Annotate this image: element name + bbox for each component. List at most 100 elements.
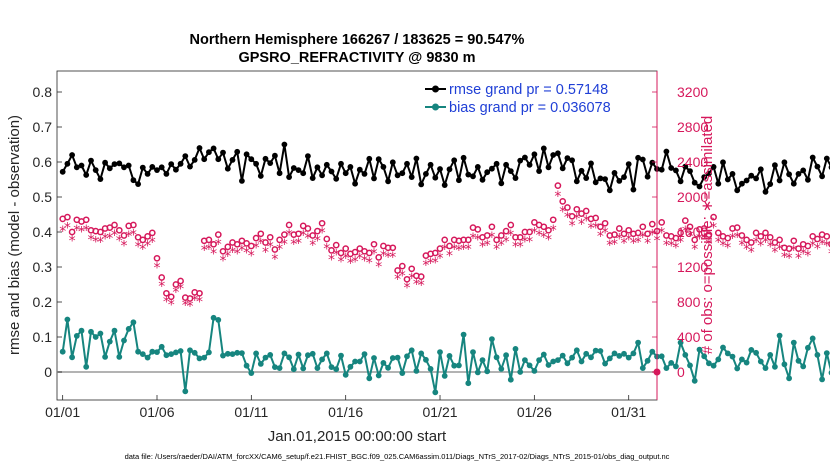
rmse-point (229, 157, 236, 163)
assimilated-obs-point: * (691, 242, 698, 258)
assimilated-obs-point: * (809, 239, 816, 255)
bias-point (305, 352, 311, 359)
rmse-point (720, 159, 726, 166)
bias-point (69, 354, 75, 361)
rmse-point (531, 151, 538, 158)
rmse-point (224, 165, 231, 172)
assimilated-obs-point: * (248, 248, 255, 264)
bias-point (677, 339, 684, 346)
assimilated-obs-point: * (205, 242, 212, 258)
assimilated-obs-point: * (753, 235, 760, 251)
bias-point (356, 358, 363, 365)
assimilated-obs-point: * (550, 223, 557, 239)
assimilated-obs-point: * (498, 238, 505, 254)
bias-point (319, 356, 325, 363)
bias-point (272, 364, 278, 370)
assimilated-obs-point: * (78, 225, 85, 241)
rmse-point (333, 175, 340, 182)
assimilated-obs-point: * (135, 240, 142, 256)
bias-point (573, 347, 580, 354)
assimilated-obs-point: * (102, 232, 109, 248)
bias-point (602, 360, 608, 367)
x-axis-label: Jan.01,2015 00:00:00 start (268, 428, 447, 445)
assimilated-obs-point: * (441, 242, 448, 258)
rmse-point (366, 155, 373, 162)
rmse-point (545, 164, 552, 171)
x-tick-label: 01/11 (234, 404, 268, 420)
y-right-tick-label: 2400 (677, 154, 708, 170)
rmse-point (757, 166, 764, 173)
assimilated-obs-point: * (418, 278, 425, 294)
assimilated-obs-point: * (125, 229, 132, 245)
bias-point (309, 350, 316, 357)
assimilated-obs-point: * (786, 251, 793, 267)
bias-point (323, 350, 330, 357)
rmse-point (691, 179, 698, 186)
y-left-tick-label: 0.4 (33, 224, 53, 240)
assimilated-obs-point: * (404, 281, 411, 297)
bias-point (498, 366, 505, 372)
assimilated-obs-point: * (649, 227, 656, 243)
assimilated-obs-point: * (69, 233, 76, 249)
bias-point (149, 348, 156, 355)
possible-obs-point (592, 214, 600, 222)
bias-point (484, 368, 491, 375)
assimilated-obs-point: * (187, 299, 194, 315)
possible-obs-point (365, 249, 373, 257)
assimilated-obs-point: * (621, 236, 628, 252)
bias-point (734, 365, 741, 372)
rmse-point (111, 161, 118, 168)
assimilated-obs-point: * (139, 242, 146, 258)
rmse-point (522, 154, 528, 161)
assimilated-obs-point: * (701, 231, 708, 247)
y-axis-right-label: # of obs: o=possible; ∗=assimilated (699, 116, 716, 355)
bias-point (673, 363, 679, 370)
possible-obs-point (700, 225, 708, 232)
possible-obs-point (120, 232, 128, 239)
assimilated-obs-point: * (394, 272, 401, 288)
assimilated-obs-point: * (64, 220, 71, 236)
y-left-tick-label: 0.6 (33, 154, 53, 170)
assimilated-obs-point: * (446, 248, 453, 264)
assimilated-obs-point: * (677, 235, 684, 251)
rmse-point (154, 167, 160, 174)
assimilated-obs-point: * (823, 239, 830, 255)
assimilated-obs-point: * (715, 235, 722, 251)
assimilated-obs-point: * (734, 230, 741, 246)
assimilated-obs-point: * (399, 268, 406, 284)
assimilated-obs-point: * (196, 295, 203, 311)
assimilated-obs-point: * (611, 237, 618, 253)
bias-point (106, 338, 113, 345)
assimilated-obs-point: * (309, 238, 316, 254)
rmse-point (706, 170, 712, 177)
possible-obs-point (559, 198, 567, 205)
assimilated-obs-point: * (347, 256, 354, 272)
possible-obs-point (733, 224, 741, 231)
rmse-point (305, 153, 311, 160)
bias-point (83, 363, 90, 370)
bias-point (347, 363, 354, 370)
rmse-point (276, 170, 283, 177)
legend: rmse grand pr = 0.57148 bias grand pr = … (425, 82, 611, 116)
assimilated-obs-point: * (121, 239, 128, 255)
rmse-point (380, 164, 387, 170)
assimilated-obs-point: * (389, 250, 396, 266)
rmse-point (163, 171, 170, 177)
bias-point (427, 366, 434, 372)
rmse-point (328, 168, 335, 175)
assimilated-obs-point: * (493, 242, 500, 258)
assimilated-obs-point: * (578, 217, 585, 233)
x-tick-label: 01/26 (517, 404, 552, 420)
assimilated-obs-point: * (545, 233, 552, 249)
assimilated-obs-point: * (177, 282, 184, 298)
bias-point (597, 348, 604, 354)
y-right-tick-label: 2000 (677, 189, 708, 205)
rmse-point (144, 171, 151, 177)
bias-point (135, 348, 142, 355)
rmse-point (451, 157, 458, 164)
bias-point (97, 330, 104, 337)
possible-obs-point (776, 236, 783, 244)
rmse-point (540, 145, 547, 152)
bias-point (446, 353, 453, 359)
